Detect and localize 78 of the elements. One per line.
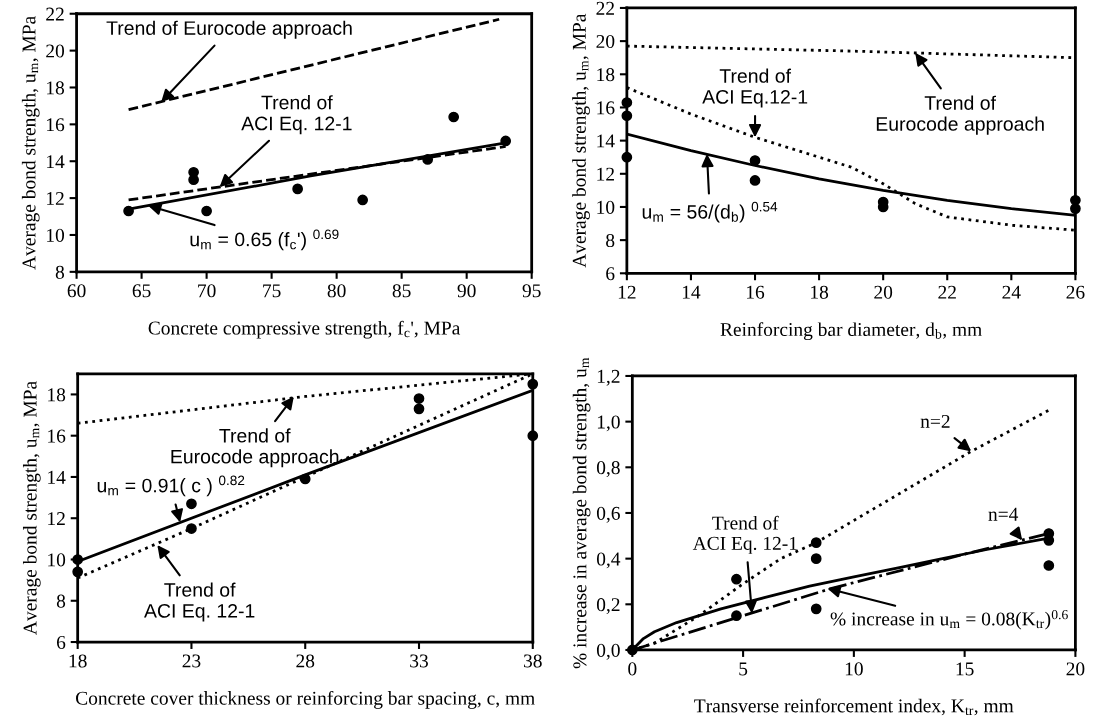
x-tick-label: 15 <box>956 662 974 676</box>
x-tick-label: 75 <box>263 284 281 298</box>
annotation: Trend of ACI Eq. 12-1 <box>144 582 255 622</box>
x-tick-label: 26 <box>1066 285 1085 299</box>
annotation: Trend of ACI Eq.12-1 <box>702 68 808 108</box>
annotation: n=2 <box>920 414 950 428</box>
y-tick-label: 10 <box>48 553 66 567</box>
y-tick-label: 12 <box>597 167 614 181</box>
y-tick-label: 6 <box>606 267 615 281</box>
annotation: n=4 <box>988 507 1019 521</box>
x-tick-label: 80 <box>327 284 346 298</box>
y-tick-label: 1,2 <box>597 369 620 386</box>
y-axis-title: Average bond strength, u$_{m}$, MPa <box>21 16 40 270</box>
y-tick-label: 20 <box>596 34 615 49</box>
annotation: Trend of Eurocode approach <box>876 95 1044 135</box>
x-tick-label: 5 <box>739 662 748 676</box>
x-tick-label: 18 <box>811 285 829 299</box>
y-tick-label: 0,0 <box>596 643 620 660</box>
annotation: u$_{m}$ = 0.91( c ) $^{0.82}$ <box>97 475 245 497</box>
y-tick-label: 14 <box>48 470 66 484</box>
x-axis-title: Transverse reinforcement index, K$_{tr}$, mm <box>694 698 1014 716</box>
y-axis-title: Average bond strength, u$_{m}$, MPa <box>572 13 590 268</box>
y-tick-label: 10 <box>47 228 65 242</box>
x-tick-label: 22 <box>938 285 956 299</box>
x-tick-label: 20 <box>874 285 893 299</box>
y-tick-label: 1,0 <box>597 415 620 432</box>
x-axis-title: Concrete cover thickness or reinforcing bar spacing, c, mm <box>76 690 535 709</box>
x-tick-label: 33 <box>410 654 428 668</box>
y-tick-label: 18 <box>597 68 615 82</box>
annotation: Trend of Eurocode approach <box>171 428 339 468</box>
y-tick-label: 16 <box>597 101 615 115</box>
x-tick-label: 38 <box>523 654 542 668</box>
y-tick-label: 6 <box>56 635 66 649</box>
x-tick-label: 18 <box>69 654 87 668</box>
x-tick-label: 0 <box>628 662 637 676</box>
x-tick-label: 24 <box>1002 285 1021 299</box>
x-tick-label: 95 <box>522 284 541 298</box>
x-tick-label: 14 <box>682 285 701 299</box>
y-tick-label: 0,2 <box>596 598 620 615</box>
x-tick-label: 90 <box>457 284 476 298</box>
x-tick-label: 23 <box>182 654 201 668</box>
y-tick-label: 20 <box>46 44 65 58</box>
y-tick-label: 0,8 <box>596 461 620 478</box>
x-tick-label: 60 <box>67 284 86 298</box>
x-tick-label: 65 <box>132 284 151 298</box>
y-tick-label: 18 <box>48 388 66 402</box>
annotation: Trend of ACI Eq. 12-1 <box>241 95 352 135</box>
x-tick-label: 85 <box>392 284 411 298</box>
y-axis-title: % increase in average bond strength, u$_{m}$ <box>572 357 591 669</box>
x-axis-title: Reinforcing bar diameter, d$_{b}$, mm <box>720 322 982 341</box>
annotation: Trend of ACI Eq. 12-1 <box>692 515 797 554</box>
annotation: u$_{m}$ = 56/(d$_{b}$) $^{0.54}$ <box>642 201 778 223</box>
annotation: u$_{m}$ = 0.65 (f$_{c}$') $^{0.69}$ <box>190 229 339 251</box>
y-tick-label: 0,6 <box>596 506 620 523</box>
x-tick-label: 16 <box>747 285 765 299</box>
annotation: % increase in u$_{m}$ = 0.08(K$_{tr}$)$^{0.6}$ <box>830 610 1068 630</box>
y-axis-title: Average bond strength, u$_{m}$, MPa <box>22 381 41 635</box>
x-axis-title: Concrete compressive strength, f$_{c}$', MPa <box>148 320 461 339</box>
y-tick-label: 12 <box>47 191 64 205</box>
y-tick-label: 22 <box>46 7 64 21</box>
x-tick-label: 20 <box>1066 662 1085 676</box>
x-tick-label: 28 <box>296 654 315 668</box>
annotation: Trend of Eurocode approach <box>106 20 352 39</box>
y-tick-label: 10 <box>597 200 615 214</box>
y-tick-label: 14 <box>47 155 65 168</box>
y-tick-label: 22 <box>596 1 614 15</box>
y-tick-label: 14 <box>597 134 615 148</box>
y-tick-label: 16 <box>47 118 65 132</box>
y-tick-label: 8 <box>56 594 66 608</box>
y-tick-label: 18 <box>47 81 65 95</box>
x-tick-label: 70 <box>198 284 216 298</box>
y-tick-label: 12 <box>48 512 65 525</box>
y-tick-label: 8 <box>55 265 65 279</box>
y-tick-label: 0,4 <box>596 552 621 569</box>
y-tick-label: 8 <box>606 233 615 248</box>
y-tick-label: 16 <box>48 429 66 443</box>
x-tick-label: 10 <box>845 662 863 676</box>
x-tick-label: 12 <box>618 285 636 299</box>
